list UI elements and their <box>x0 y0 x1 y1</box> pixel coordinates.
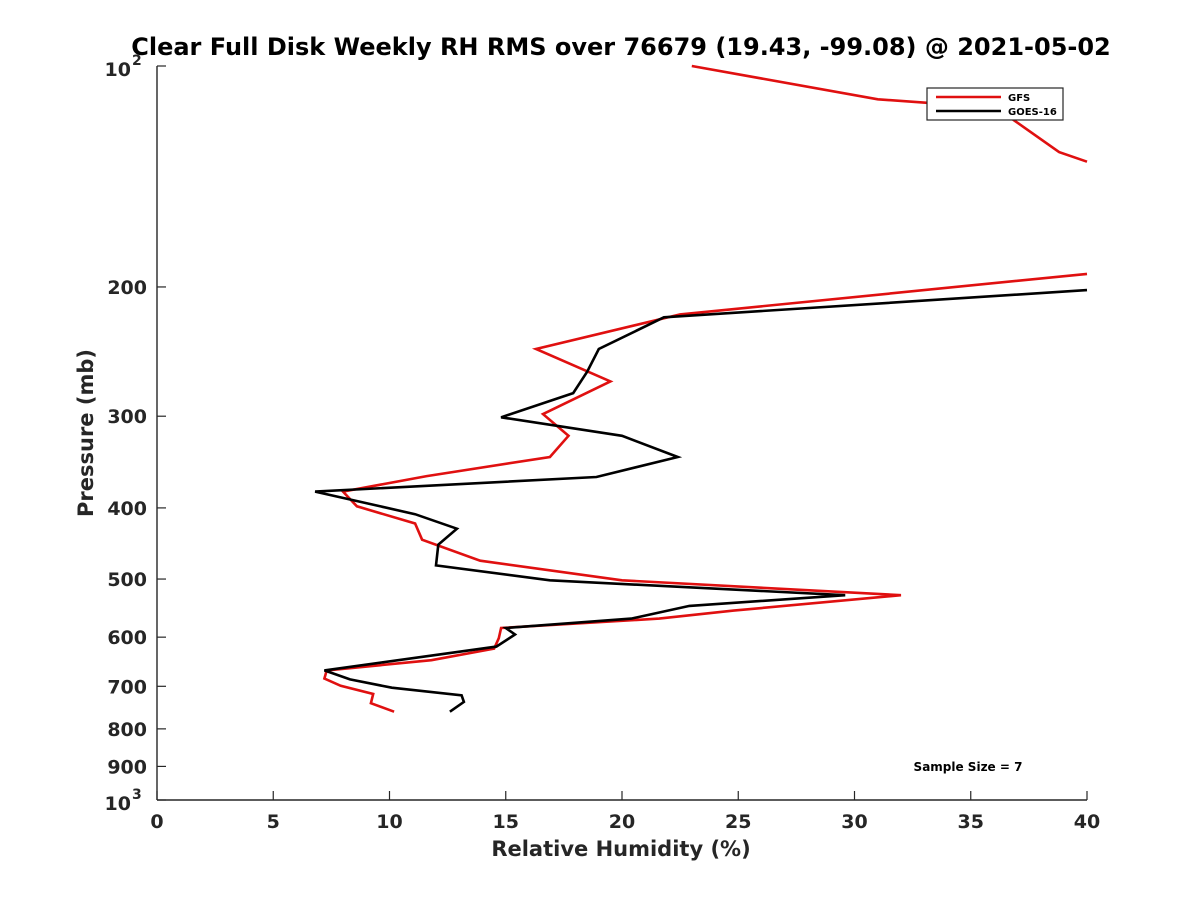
x-tick-label: 20 <box>609 811 635 833</box>
y-tick-label: 300 <box>107 406 147 428</box>
series-line-goes-16 <box>314 288 1088 713</box>
series-line-gfs <box>322 64 1088 713</box>
y-tick-label: 400 <box>107 498 147 520</box>
legend: GFS GOES-16 <box>926 87 1064 121</box>
y-tick-label: 10 <box>105 793 131 815</box>
y-tick-label: 800 <box>107 719 147 741</box>
x-axis-label: Relative Humidity (%) <box>491 837 750 861</box>
x-tick-label: 5 <box>267 811 280 833</box>
x-tick-label: 35 <box>958 811 984 833</box>
series-layer <box>314 64 1088 713</box>
legend-label: GFS <box>1008 93 1030 104</box>
y-tick-exponent: 3 <box>132 787 142 803</box>
y-tick-label: 500 <box>107 569 147 591</box>
x-tick-label: 0 <box>150 811 163 833</box>
x-tick-label: 25 <box>725 811 751 833</box>
y-tick-label: 200 <box>107 277 147 299</box>
y-tick-label: 900 <box>107 756 147 778</box>
sample-size-annotation: Sample Size = 7 <box>914 760 1023 774</box>
y-tick-label: 10 <box>105 59 131 81</box>
x-tick-label: 15 <box>493 811 519 833</box>
legend-box <box>926 87 1064 121</box>
chart-title: Clear Full Disk Weekly RH RMS over 76679… <box>131 33 1111 61</box>
x-tick-label: 30 <box>841 811 867 833</box>
x-tick-label: 10 <box>376 811 402 833</box>
y-tick-label: 700 <box>107 676 147 698</box>
y-axis-label: Pressure (mb) <box>74 349 98 517</box>
y-tick-label: 600 <box>107 627 147 649</box>
legend-label: GOES-16 <box>1008 107 1057 118</box>
y-tick-exponent: 2 <box>132 53 142 69</box>
x-tick-label: 40 <box>1074 811 1100 833</box>
